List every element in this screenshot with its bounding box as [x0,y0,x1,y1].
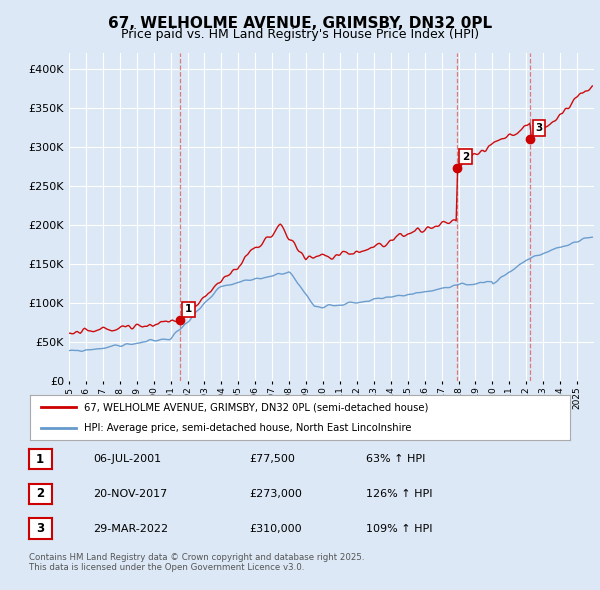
Text: Price paid vs. HM Land Registry's House Price Index (HPI): Price paid vs. HM Land Registry's House … [121,28,479,41]
Text: 29-MAR-2022: 29-MAR-2022 [93,524,168,533]
Text: Contains HM Land Registry data © Crown copyright and database right 2025.
This d: Contains HM Land Registry data © Crown c… [29,553,364,572]
Text: £310,000: £310,000 [249,524,302,533]
Text: HPI: Average price, semi-detached house, North East Lincolnshire: HPI: Average price, semi-detached house,… [84,422,412,432]
Text: 109% ↑ HPI: 109% ↑ HPI [366,524,433,533]
Text: 67, WELHOLME AVENUE, GRIMSBY, DN32 0PL (semi-detached house): 67, WELHOLME AVENUE, GRIMSBY, DN32 0PL (… [84,402,428,412]
Text: 06-JUL-2001: 06-JUL-2001 [93,454,161,464]
Text: £273,000: £273,000 [249,489,302,499]
Text: 126% ↑ HPI: 126% ↑ HPI [366,489,433,499]
Text: 1: 1 [185,304,192,314]
Text: 2: 2 [462,152,469,162]
Text: 20-NOV-2017: 20-NOV-2017 [93,489,167,499]
Text: 67, WELHOLME AVENUE, GRIMSBY, DN32 0PL: 67, WELHOLME AVENUE, GRIMSBY, DN32 0PL [108,16,492,31]
Text: £77,500: £77,500 [249,454,295,464]
Text: 2: 2 [36,487,44,500]
Text: 3: 3 [535,123,542,133]
Text: 3: 3 [36,522,44,535]
Text: 1: 1 [36,453,44,466]
Text: 63% ↑ HPI: 63% ↑ HPI [366,454,425,464]
